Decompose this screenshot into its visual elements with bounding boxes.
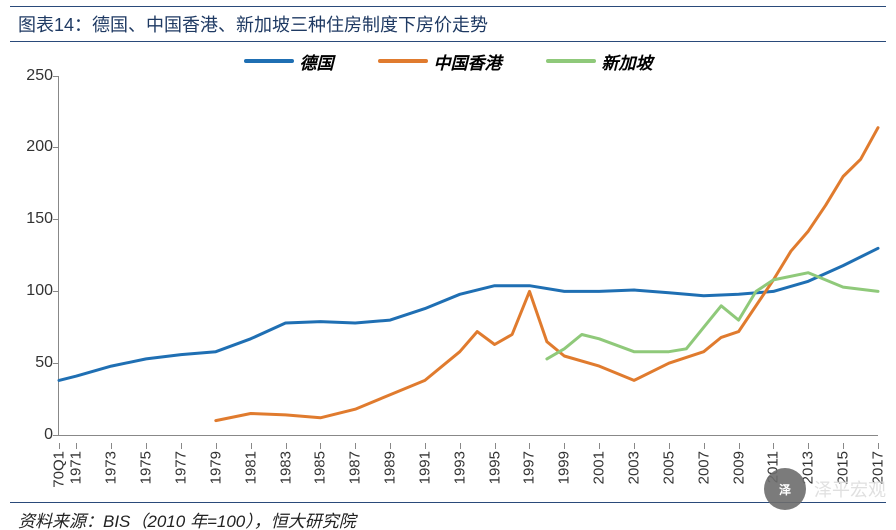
plot-area: 05010015020025070Q1197119731975197719791… <box>58 76 878 436</box>
watermark-logo-icon: 泽 <box>764 468 806 510</box>
x-tick-label: 1985 <box>312 451 329 484</box>
x-tick-label: 1977 <box>172 451 189 484</box>
x-tick-label: 2001 <box>591 451 608 484</box>
chart-area: 05010015020025070Q1197119731975197719791… <box>58 76 878 436</box>
series-line-germany <box>59 248 878 380</box>
x-tick-label: 1989 <box>382 451 399 484</box>
x-tick-label: 1999 <box>556 451 573 484</box>
chart-title: 图表14：德国、中国香港、新加坡三种住房制度下房价走势 <box>10 6 886 42</box>
x-tick-label: 1979 <box>207 451 224 484</box>
x-tick-label: 2007 <box>695 451 712 484</box>
y-tick: 50 <box>13 354 53 372</box>
legend: 德国 中国香港 新加坡 <box>0 48 896 74</box>
y-tick: 250 <box>13 67 53 85</box>
watermark: 泽 泽平宏观 <box>764 468 886 510</box>
y-tick: 100 <box>13 282 53 300</box>
x-tick-label: 1971 <box>68 451 85 484</box>
legend-label: 中国香港 <box>434 49 502 74</box>
x-tick-label: 70Q1 <box>51 451 68 488</box>
series-line-hongkong <box>216 127 878 420</box>
y-tick: 0 <box>13 426 53 444</box>
x-tick-label: 1987 <box>347 451 364 484</box>
source-text: 资料来源：BIS（2010 年=100），恒大研究院 <box>10 502 886 530</box>
legend-item: 中国香港 <box>378 49 502 74</box>
x-tick-label: 2005 <box>660 451 677 484</box>
x-tick-label: 1973 <box>103 451 120 484</box>
legend-label: 新加坡 <box>602 49 653 74</box>
x-tick-label: 1975 <box>138 451 155 484</box>
y-tick: 150 <box>13 210 53 228</box>
legend-item: 新加坡 <box>546 49 653 74</box>
x-tick-label: 1995 <box>486 451 503 484</box>
legend-swatch <box>244 59 294 63</box>
y-tick: 200 <box>13 138 53 156</box>
x-tick-label: 2009 <box>730 451 747 484</box>
line-plot-svg <box>59 76 878 435</box>
legend-item: 德国 <box>244 49 334 74</box>
watermark-text: 泽平宏观 <box>814 476 886 502</box>
x-tick-label: 1981 <box>242 451 259 484</box>
x-tick-label: 1997 <box>521 451 538 484</box>
legend-swatch <box>546 59 596 63</box>
x-tick-label: 2003 <box>626 451 643 484</box>
x-tick-label: 1993 <box>451 451 468 484</box>
legend-swatch <box>378 59 428 63</box>
legend-label: 德国 <box>300 49 334 74</box>
x-tick-label: 1991 <box>416 451 433 484</box>
x-tick-label: 1983 <box>277 451 294 484</box>
